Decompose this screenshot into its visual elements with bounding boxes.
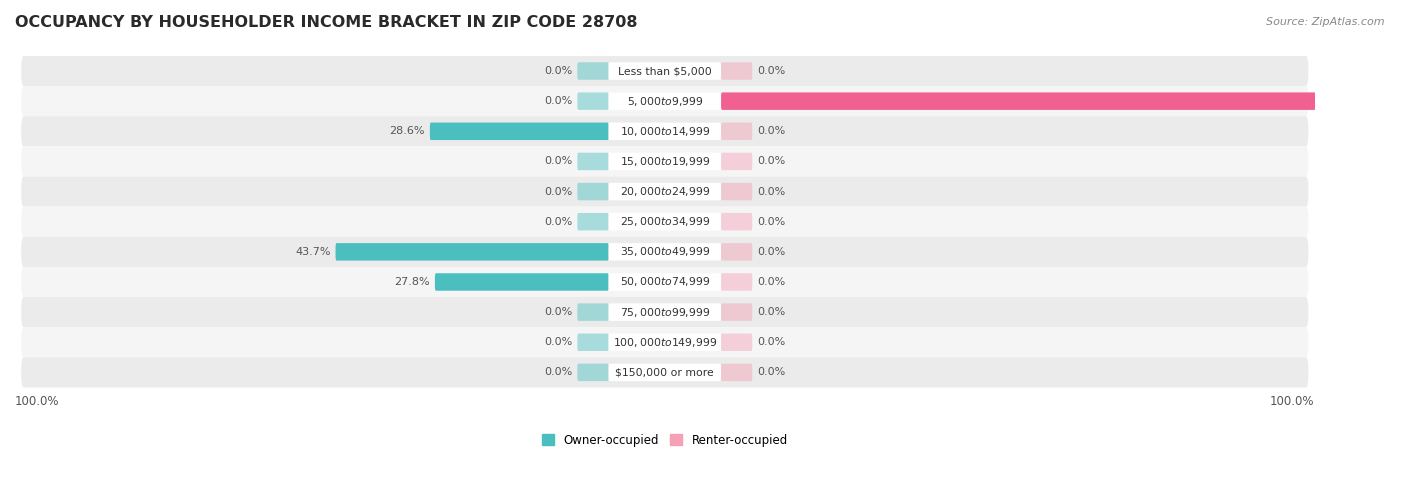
Legend: Owner-occupied, Renter-occupied: Owner-occupied, Renter-occupied [541, 434, 787, 447]
Text: 100.0%: 100.0% [1270, 394, 1315, 408]
FancyBboxPatch shape [578, 153, 609, 170]
FancyBboxPatch shape [21, 237, 1309, 267]
FancyBboxPatch shape [721, 62, 752, 80]
FancyBboxPatch shape [609, 213, 721, 230]
Text: 0.0%: 0.0% [758, 247, 786, 257]
Text: $35,000 to $49,999: $35,000 to $49,999 [620, 245, 710, 258]
Text: 0.0%: 0.0% [544, 156, 572, 167]
FancyBboxPatch shape [21, 357, 1309, 388]
FancyBboxPatch shape [21, 297, 1309, 327]
FancyBboxPatch shape [609, 303, 721, 321]
FancyBboxPatch shape [721, 93, 1346, 110]
FancyBboxPatch shape [578, 334, 609, 351]
Text: 0.0%: 0.0% [758, 126, 786, 136]
Text: $15,000 to $19,999: $15,000 to $19,999 [620, 155, 710, 168]
FancyBboxPatch shape [578, 62, 609, 80]
Text: Source: ZipAtlas.com: Source: ZipAtlas.com [1267, 17, 1385, 27]
FancyBboxPatch shape [609, 243, 721, 261]
FancyBboxPatch shape [721, 364, 752, 381]
FancyBboxPatch shape [609, 334, 721, 351]
FancyBboxPatch shape [21, 116, 1309, 147]
FancyBboxPatch shape [721, 243, 752, 261]
FancyBboxPatch shape [578, 93, 609, 110]
FancyBboxPatch shape [21, 86, 1309, 116]
FancyBboxPatch shape [721, 153, 752, 170]
Text: 0.0%: 0.0% [544, 307, 572, 317]
FancyBboxPatch shape [434, 273, 609, 291]
FancyBboxPatch shape [336, 243, 609, 261]
Text: 0.0%: 0.0% [758, 66, 786, 76]
FancyBboxPatch shape [578, 213, 609, 230]
Text: 0.0%: 0.0% [758, 277, 786, 287]
FancyBboxPatch shape [578, 364, 609, 381]
FancyBboxPatch shape [721, 123, 752, 140]
FancyBboxPatch shape [430, 123, 609, 140]
Text: 0.0%: 0.0% [758, 187, 786, 197]
FancyBboxPatch shape [21, 327, 1309, 357]
Text: 0.0%: 0.0% [544, 187, 572, 197]
FancyBboxPatch shape [609, 93, 721, 110]
Text: 0.0%: 0.0% [544, 367, 572, 377]
Text: 0.0%: 0.0% [758, 217, 786, 227]
FancyBboxPatch shape [21, 147, 1309, 176]
FancyBboxPatch shape [609, 183, 721, 200]
Text: $10,000 to $14,999: $10,000 to $14,999 [620, 125, 710, 138]
Text: OCCUPANCY BY HOUSEHOLDER INCOME BRACKET IN ZIP CODE 28708: OCCUPANCY BY HOUSEHOLDER INCOME BRACKET … [15, 15, 637, 30]
Text: $75,000 to $99,999: $75,000 to $99,999 [620, 306, 710, 318]
FancyBboxPatch shape [609, 123, 721, 140]
FancyBboxPatch shape [609, 153, 721, 170]
Text: 0.0%: 0.0% [544, 337, 572, 347]
FancyBboxPatch shape [721, 273, 752, 291]
Text: 0.0%: 0.0% [758, 337, 786, 347]
Text: $100,000 to $149,999: $100,000 to $149,999 [613, 336, 717, 349]
Text: 0.0%: 0.0% [544, 96, 572, 106]
FancyBboxPatch shape [578, 183, 609, 200]
FancyBboxPatch shape [721, 303, 752, 321]
FancyBboxPatch shape [578, 303, 609, 321]
Text: $20,000 to $24,999: $20,000 to $24,999 [620, 185, 710, 198]
FancyBboxPatch shape [21, 267, 1309, 297]
FancyBboxPatch shape [21, 176, 1309, 206]
Text: 0.0%: 0.0% [758, 156, 786, 167]
Text: 0.0%: 0.0% [758, 367, 786, 377]
Text: 28.6%: 28.6% [389, 126, 425, 136]
FancyBboxPatch shape [21, 206, 1309, 237]
FancyBboxPatch shape [609, 62, 721, 80]
FancyBboxPatch shape [721, 334, 752, 351]
FancyBboxPatch shape [609, 273, 721, 291]
Text: 100.0%: 100.0% [1351, 96, 1396, 106]
Text: 43.7%: 43.7% [295, 247, 330, 257]
Text: $150,000 or more: $150,000 or more [616, 367, 714, 377]
Text: 0.0%: 0.0% [758, 307, 786, 317]
FancyBboxPatch shape [609, 364, 721, 381]
Text: 27.8%: 27.8% [394, 277, 430, 287]
Text: 0.0%: 0.0% [544, 66, 572, 76]
FancyBboxPatch shape [21, 56, 1309, 86]
Text: 100.0%: 100.0% [15, 394, 59, 408]
Text: 0.0%: 0.0% [544, 217, 572, 227]
Text: $5,000 to $9,999: $5,000 to $9,999 [627, 94, 703, 108]
Text: $25,000 to $34,999: $25,000 to $34,999 [620, 215, 710, 228]
FancyBboxPatch shape [721, 213, 752, 230]
Text: Less than $5,000: Less than $5,000 [617, 66, 711, 76]
Text: $50,000 to $74,999: $50,000 to $74,999 [620, 276, 710, 288]
FancyBboxPatch shape [721, 183, 752, 200]
